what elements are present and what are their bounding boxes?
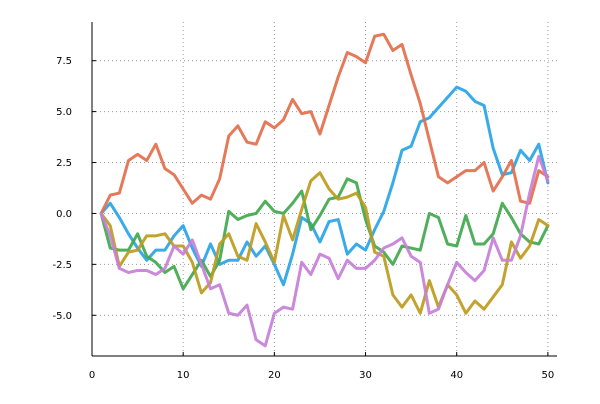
series-line-1 (99, 85, 550, 287)
y-tick-label: -5.0 (52, 311, 72, 322)
y-tick-label: 7.5 (56, 56, 72, 67)
y-tick-label: -2.5 (52, 260, 72, 271)
series-lines (99, 32, 550, 348)
series-line-2 (99, 32, 550, 215)
tick-labels: 0 10 20 30 40 50 -5.0 -2.5 0.0 2.5 5.0 7.5 (52, 56, 554, 381)
y-tick-label: 5.0 (56, 107, 72, 118)
x-tick-label: 20 (268, 370, 281, 381)
y-tick-label: 2.5 (56, 158, 72, 169)
x-tick-label: 10 (177, 370, 190, 381)
x-tick-label: 40 (450, 370, 463, 381)
x-tick-label: 30 (359, 370, 372, 381)
series-line-5 (99, 154, 550, 348)
grid (92, 22, 557, 356)
series-line-3 (99, 177, 550, 291)
y-tick-label: 0.0 (56, 209, 72, 220)
x-tick-label: 50 (542, 370, 555, 381)
x-tick-label: 0 (89, 370, 95, 381)
axes (91, 22, 557, 357)
